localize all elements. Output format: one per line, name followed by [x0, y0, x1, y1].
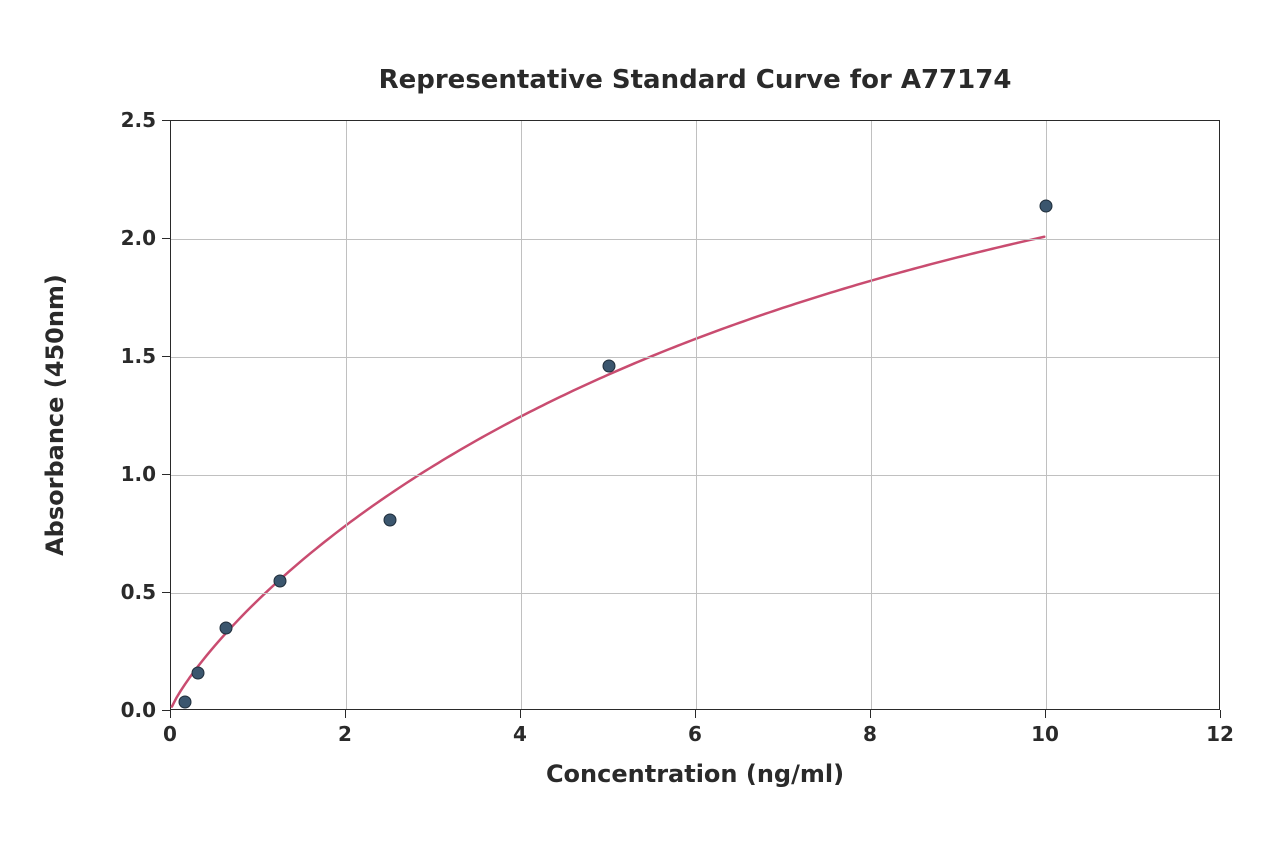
data-point: [219, 622, 232, 635]
x-tick: [695, 710, 696, 718]
grid-line-v: [871, 121, 872, 709]
y-tick-label: 1.0: [121, 462, 156, 486]
y-tick: [162, 592, 170, 593]
y-tick: [162, 120, 170, 121]
y-tick: [162, 474, 170, 475]
x-tick: [345, 710, 346, 718]
y-tick: [162, 710, 170, 711]
data-point: [383, 513, 396, 526]
y-tick-label: 1.5: [121, 344, 156, 368]
x-tick: [870, 710, 871, 718]
y-tick: [162, 238, 170, 239]
grid-line-h: [171, 357, 1219, 358]
data-point: [602, 360, 615, 373]
y-tick-label: 0.0: [121, 698, 156, 722]
grid-line-h: [171, 239, 1219, 240]
data-point: [1040, 199, 1053, 212]
x-tick: [520, 710, 521, 718]
y-tick-label: 2.5: [121, 108, 156, 132]
y-tick: [162, 356, 170, 357]
data-point: [274, 575, 287, 588]
y-tick-label: 2.0: [121, 226, 156, 250]
curve-path: [172, 237, 1044, 707]
chart-title: Representative Standard Curve for A77174: [379, 65, 1012, 95]
y-tick-label: 0.5: [121, 580, 156, 604]
x-tick-label: 0: [163, 722, 177, 746]
grid-line-v: [346, 121, 347, 709]
x-tick-label: 4: [513, 722, 527, 746]
y-axis-label: Absorbance (450nm): [41, 274, 69, 556]
x-tick: [1220, 710, 1221, 718]
x-tick-label: 10: [1031, 722, 1059, 746]
x-tick-label: 12: [1206, 722, 1234, 746]
grid-line-h: [171, 593, 1219, 594]
x-tick-label: 2: [338, 722, 352, 746]
grid-line-v: [696, 121, 697, 709]
fit-curve: [171, 121, 1219, 709]
x-tick: [1045, 710, 1046, 718]
x-tick: [170, 710, 171, 718]
grid-line-h: [171, 475, 1219, 476]
chart-container: Representative Standard Curve for A77174…: [0, 0, 1280, 845]
grid-line-v: [521, 121, 522, 709]
plot-area: [170, 120, 1220, 710]
x-tick-label: 6: [688, 722, 702, 746]
data-point: [192, 667, 205, 680]
data-point: [178, 695, 191, 708]
x-axis-label: Concentration (ng/ml): [546, 760, 844, 788]
x-tick-label: 8: [863, 722, 877, 746]
